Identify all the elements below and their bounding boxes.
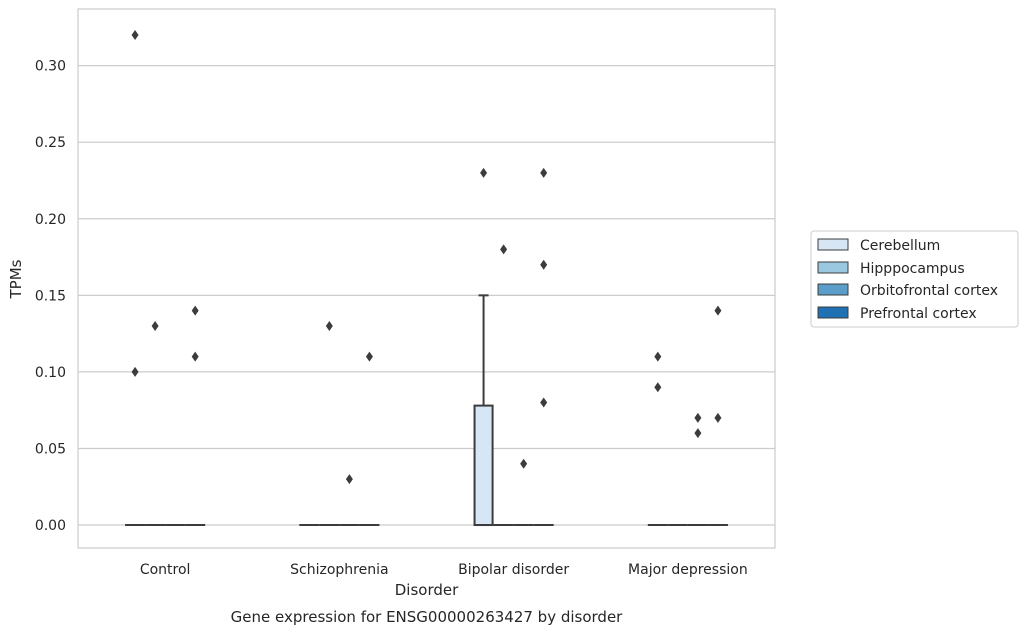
- outlier-point: [540, 167, 548, 178]
- outlier-point: [654, 382, 662, 393]
- legend-label-hippocampus: Hipppocampus: [860, 261, 965, 277]
- legend-swatch-orbitofrontal-cortex: [817, 283, 849, 296]
- plot-frame: [77, 8, 776, 549]
- legend-label-cerebellum: Cerebellum: [860, 238, 940, 254]
- outlier-point: [151, 320, 159, 331]
- outlier-point: [131, 30, 139, 41]
- outlier-point: [325, 320, 333, 331]
- y-tick-label: 0.15: [35, 288, 66, 304]
- chart-caption: Gene expression for ENSG00000263427 by d…: [231, 608, 624, 626]
- outlier-point: [131, 366, 139, 377]
- outlier-point: [345, 474, 353, 485]
- outlier-point: [540, 259, 548, 270]
- outlier-point: [365, 351, 373, 362]
- outlier-point: [500, 244, 508, 255]
- y-tick-labels: 0.00 0.05 0.10 0.15 0.20 0.25 0.30: [35, 59, 66, 534]
- grid-lines: [78, 65, 775, 526]
- outlier-point: [654, 351, 662, 362]
- legend-label-prefrontal-cortex: Prefrontal cortex: [860, 306, 977, 322]
- outlier-point: [520, 458, 528, 469]
- outlier-point: [694, 412, 702, 423]
- outliers: [131, 30, 722, 485]
- legend-swatch-cerebellum: [817, 238, 849, 251]
- x-tick-label: Bipolar disorder: [458, 562, 569, 578]
- box: [473, 404, 494, 527]
- x-tick-labels: Control Schizophrenia Bipolar disorder Majo…: [140, 562, 748, 578]
- outlier-point: [191, 351, 199, 362]
- legend-frame: [810, 230, 1019, 328]
- y-tick-label: 0.05: [35, 441, 66, 457]
- y-tick-label: 0.30: [35, 59, 66, 75]
- legend-swatch-hippocampus: [817, 261, 849, 274]
- x-tick-label: Control: [140, 562, 191, 578]
- y-tick-label: 0.20: [35, 212, 66, 228]
- x-tick-label: Major depression: [628, 562, 748, 578]
- outlier-point: [540, 397, 548, 408]
- outlier-point: [694, 428, 702, 439]
- x-axis-label: Disorder: [395, 581, 459, 599]
- x-tick-label: Schizophrenia: [290, 562, 388, 578]
- y-axis-label: TPMs: [7, 259, 25, 299]
- y-tick-label: 0.00: [35, 518, 66, 534]
- outlier-point: [714, 305, 722, 316]
- outlier-point: [714, 412, 722, 423]
- legend-swatch-prefrontal-cortex: [817, 306, 849, 319]
- legend: Cerebellum Hipppocampus Orbitofrontal co…: [810, 230, 1019, 328]
- legend-label-orbitofrontal-cortex: Orbitofrontal cortex: [860, 283, 998, 299]
- outlier-point: [191, 305, 199, 316]
- y-tick-label: 0.25: [35, 135, 66, 151]
- outlier-point: [480, 167, 488, 178]
- y-tick-label: 0.10: [35, 365, 66, 381]
- boxes: [125, 294, 728, 527]
